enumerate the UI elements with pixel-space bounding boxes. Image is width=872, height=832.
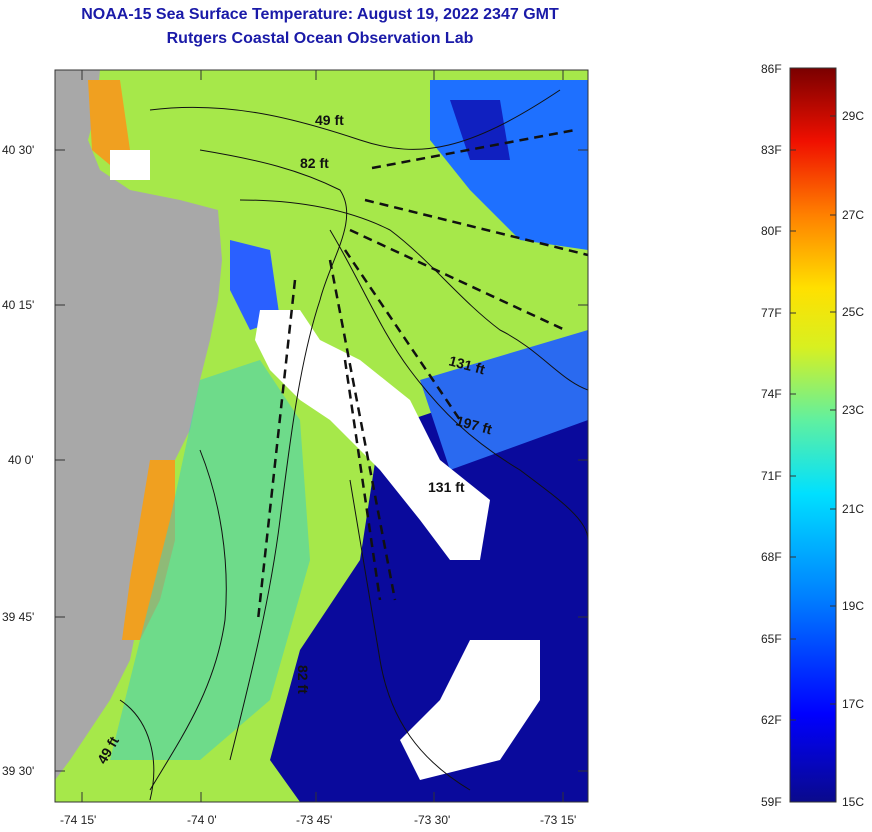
bathymetry-contours: [119, 89, 588, 801]
lat-label-40-15: 40 15': [2, 298, 34, 312]
colorbar-label-74f: 74F: [761, 387, 782, 401]
colorbar-label-59f: 59F: [761, 795, 782, 809]
cold-patch-inshore: [230, 240, 280, 330]
depth-label-82ft-south: 82 ft: [295, 665, 311, 694]
warm-coastal-area-south: [122, 460, 175, 640]
colorbar-label-21c: 21C: [842, 502, 864, 516]
depth-label-49ft-north: 49 ft: [315, 112, 344, 128]
lon-label-73-30: -73 30': [414, 813, 450, 827]
axis-ticks: [55, 70, 588, 802]
colorbar-label-23c: 23C: [842, 403, 864, 417]
colorbar-label-25c: 25C: [842, 305, 864, 319]
colorbar-label-83f: 83F: [761, 143, 782, 157]
colorbar-label-19c: 19C: [842, 599, 864, 613]
colorbar-label-27c: 27C: [842, 208, 864, 222]
colorbar-ticks: [790, 115, 836, 721]
map-title: NOAA-15 Sea Surface Temperature: August …: [81, 6, 559, 23]
cold-front-band: [420, 330, 588, 470]
lon-label-73-45: -73 45': [296, 813, 332, 827]
colorbar-label-29c: 29C: [842, 109, 864, 123]
colorbar-label-77f: 77F: [761, 306, 782, 320]
map-subtitle: Rutgers Coastal Ocean Observation Lab: [166, 30, 474, 47]
temperature-colorbar: [789, 67, 837, 803]
lat-label-39-30: 39 30': [2, 764, 34, 778]
lon-label-74-0: -74 0': [187, 813, 217, 827]
colorbar-label-62f: 62F: [761, 713, 782, 727]
warm-coastal-area-north: [88, 80, 130, 165]
colorbar-label-68f: 68F: [761, 550, 782, 564]
depth-label-82ft-north: 82 ft: [300, 155, 329, 171]
cloud-mask-south: [400, 640, 540, 780]
lat-label-40-0: 40 0': [8, 453, 34, 467]
cloud-mask-center: [255, 310, 490, 560]
lon-label-73-15: -73 15': [540, 813, 576, 827]
lat-label-40-30: 40 30': [2, 143, 34, 157]
colorbar-label-15c: 15C: [842, 795, 864, 809]
dashed-track-lines: [256, 128, 588, 621]
lon-label-74-15: -74 15': [60, 813, 96, 827]
cloud-mask-north: [110, 150, 150, 180]
colorbar-label-17c: 17C: [842, 697, 864, 711]
map-frame: [54, 69, 589, 803]
colorbar-label-71f: 71F: [761, 469, 782, 483]
colorbar-label-86f: 86F: [761, 62, 782, 76]
depth-label-131ft-south: 131 ft: [428, 479, 465, 495]
cool-band: [110, 360, 310, 760]
land-mass: [55, 70, 222, 780]
colorbar-label-80f: 80F: [761, 224, 782, 238]
colorbar-label-65f: 65F: [761, 632, 782, 646]
lat-label-39-45: 39 45': [2, 610, 34, 624]
